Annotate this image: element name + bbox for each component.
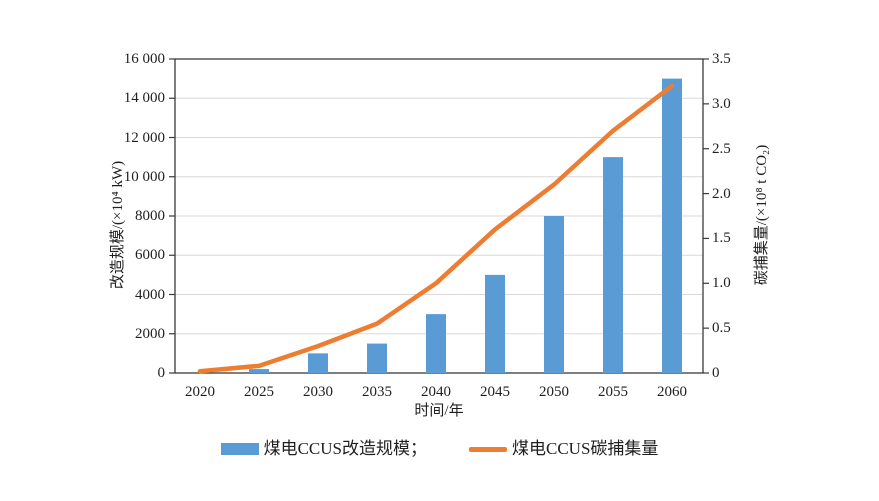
x-axis-title: 时间/年 — [414, 403, 464, 419]
right-tick-label: 3.0 — [712, 95, 731, 112]
right-tick-label: 1.0 — [712, 275, 731, 292]
right-tick-label: 2.5 — [712, 140, 731, 157]
bar-2055 — [603, 157, 623, 373]
capture-line-series — [197, 83, 675, 374]
bar-series-swatch — [220, 443, 259, 455]
left-axis-title: 改造规模/(×10⁴ kW) — [110, 160, 126, 290]
bar-2025 — [249, 369, 269, 373]
left-tick-label: 6000 — [135, 247, 165, 264]
right-tick-label: 0 — [712, 365, 720, 381]
bar-2040 — [426, 314, 446, 373]
bar-2050 — [544, 216, 564, 373]
bar-2060 — [662, 78, 682, 373]
legend-item-bars: 煤电CCUS改造规模； — [220, 438, 427, 460]
right-tick-label: 1.5 — [712, 230, 731, 247]
right-tick-label: 3.5 — [712, 51, 731, 67]
right-tick-label: 0.5 — [712, 320, 731, 337]
x-tick-label: 2040 — [421, 384, 451, 400]
x-tick-label: 2060 — [657, 384, 687, 400]
bar-2030 — [308, 353, 328, 373]
left-tick-label: 4000 — [135, 286, 165, 303]
bar-2045 — [485, 274, 505, 373]
legend-label-line: 煤电CCUS碳捕集量 — [512, 439, 659, 458]
x-tick-label: 2045 — [480, 384, 510, 400]
x-tick-label: 2025 — [244, 384, 274, 400]
right-axis-title: 碳捕集量/(×10⁸ t CO₂) — [754, 144, 770, 286]
left-tick-label: 0 — [157, 365, 166, 381]
x-tick-label: 2035 — [362, 384, 392, 400]
left-tick-label: 14 000 — [123, 90, 165, 107]
line-series-swatch — [469, 446, 507, 452]
left-tick-label: 8000 — [135, 208, 165, 224]
left-tick-label: 10 000 — [123, 168, 165, 185]
x-tick-label: 2050 — [539, 384, 569, 400]
legend-label-bars: 煤电CCUS改造规模； — [263, 439, 427, 458]
bar-2035 — [367, 343, 387, 373]
legend-item-line: 煤电CCUS碳捕集量 — [469, 438, 658, 460]
left-tick-label: 12 000 — [123, 129, 165, 146]
left-tick-label: 2000 — [135, 325, 165, 342]
right-tick-label: 2.0 — [712, 185, 731, 202]
legend: 煤电CCUS改造规模； 煤电CCUS碳捕集量 — [0, 438, 879, 460]
left-tick-label: 16 000 — [123, 51, 165, 67]
x-tick-label: 2030 — [303, 384, 333, 400]
x-tick-label: 2055 — [598, 384, 628, 400]
x-tick-label: 2020 — [185, 384, 215, 400]
